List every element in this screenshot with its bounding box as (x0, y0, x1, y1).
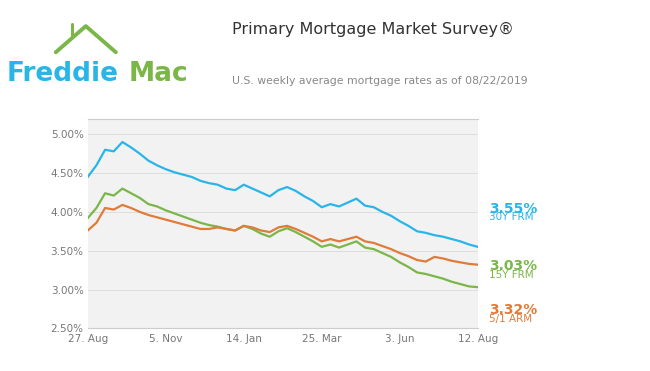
Text: 3.03%: 3.03% (489, 259, 538, 273)
Text: 3.32%: 3.32% (489, 303, 538, 317)
Text: Mac: Mac (129, 60, 188, 86)
Text: U.S. weekly average mortgage rates as of 08/22/2019: U.S. weekly average mortgage rates as of… (232, 76, 528, 86)
Text: 15Y FRM: 15Y FRM (489, 270, 534, 280)
Text: Primary Mortgage Market Survey®: Primary Mortgage Market Survey® (232, 22, 514, 37)
Text: 3.55%: 3.55% (489, 201, 538, 216)
Text: Freddie: Freddie (6, 60, 118, 86)
Text: 5/1 ARM: 5/1 ARM (489, 314, 532, 324)
Text: 30Y FRM: 30Y FRM (489, 213, 534, 223)
